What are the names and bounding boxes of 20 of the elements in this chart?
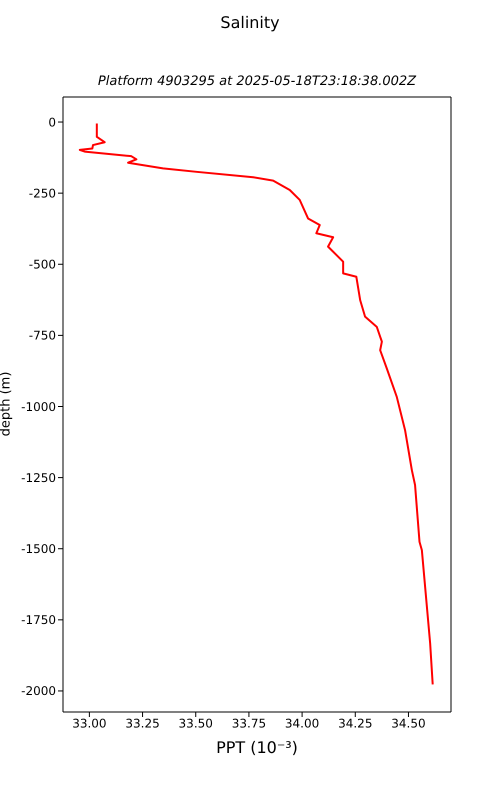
y-tick-label: -500 [28, 258, 56, 272]
x-tick-label: 33.00 [72, 716, 107, 731]
y-tick-label: -1750 [21, 613, 56, 628]
chart-subtitle: Platform 4903295 at 2025-05-18T23:18:38.002Z [96, 74, 418, 89]
x-tick-label: 34.25 [338, 716, 372, 731]
x-tick-label: 33.25 [125, 716, 160, 731]
y-tick-label: -1000 [21, 400, 56, 414]
x-tick-label: 34.50 [391, 716, 426, 731]
x-tick-label: 33.50 [178, 716, 213, 731]
y-tick-label: -1500 [21, 542, 56, 556]
chart-title: Salinity [219, 13, 281, 32]
x-axis-title: PPT (10⁻³) [215, 738, 299, 757]
y-tick-label: -2000 [21, 684, 56, 698]
y-tick-label: -750 [28, 328, 56, 343]
y-tick-label: -250 [28, 186, 56, 200]
line-series [78, 122, 434, 686]
x-tick-label: 34.00 [284, 716, 320, 731]
y-tick-label: 0 [48, 115, 56, 130]
x-tick-label: 33.75 [232, 716, 266, 731]
y-tick-label: -1250 [21, 470, 56, 485]
